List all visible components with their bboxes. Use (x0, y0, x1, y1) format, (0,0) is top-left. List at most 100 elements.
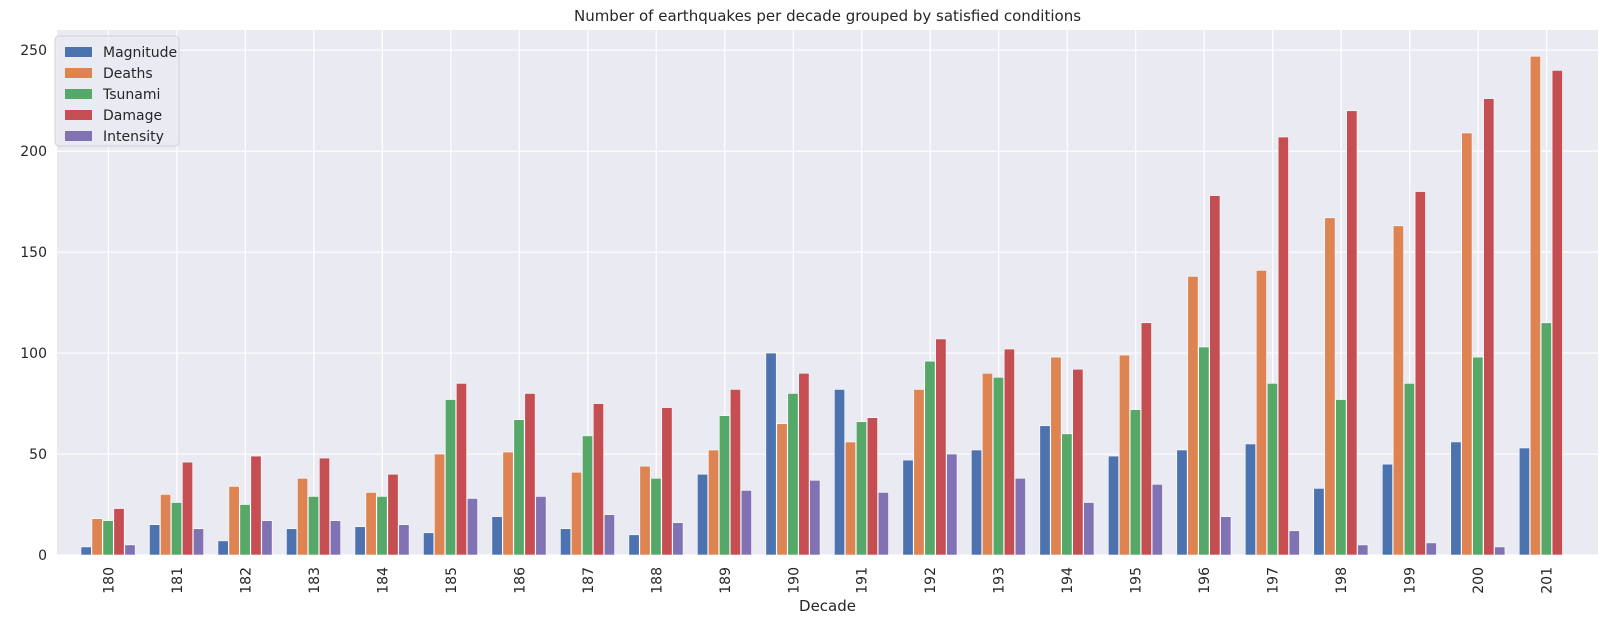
x-tick-label: 201 (1540, 567, 1556, 594)
y-axis-ticks: 0 50 100 150 200 250 (20, 43, 47, 564)
bar-deaths (708, 449, 719, 556)
y-tick-label: 0 (38, 548, 47, 564)
bar-tsunami (718, 415, 730, 556)
bar-intensity (1357, 544, 1369, 556)
bar-magnitude (1039, 425, 1051, 556)
bar-tsunami (924, 360, 936, 556)
bar-deaths (1529, 55, 1541, 556)
bar-intensity (603, 514, 615, 556)
legend-label-tsunami: Tsunami (102, 87, 160, 103)
x-tick-label: 194 (1060, 567, 1076, 594)
bar-deaths (1461, 132, 1473, 556)
bar-tsunami (239, 504, 251, 556)
x-axis-label: Decade (799, 597, 856, 615)
bar-damage (1209, 195, 1221, 556)
bar-deaths (297, 477, 309, 556)
bar-intensity (192, 528, 204, 556)
bar-deaths (1050, 356, 1062, 556)
bar-deaths (913, 389, 925, 556)
legend-swatch-damage (65, 110, 92, 120)
bar-damage (592, 403, 604, 556)
x-tick-label: 198 (1334, 567, 1350, 594)
bar-magnitude (491, 516, 503, 556)
legend-label-intensity: Intensity (103, 129, 164, 145)
bar-damage (798, 372, 810, 556)
bar-damage (1414, 191, 1426, 556)
bar-tsunami (308, 496, 320, 556)
bar-magnitude (286, 528, 298, 556)
bar-damage (729, 389, 741, 556)
y-tick-label: 50 (29, 447, 47, 463)
y-tick-label: 150 (20, 245, 47, 261)
bar-magnitude (80, 546, 92, 556)
x-tick-label: 187 (581, 567, 597, 594)
bar-tsunami (992, 377, 1004, 556)
bar-deaths (1118, 354, 1130, 556)
bar-deaths (981, 372, 993, 556)
bar-intensity (1288, 530, 1300, 556)
bar-magnitude (1108, 455, 1119, 556)
bar-damage (1277, 136, 1289, 556)
bar-magnitude (628, 534, 640, 556)
x-tick-label: 195 (1129, 567, 1145, 594)
bar-tsunami (1335, 399, 1347, 556)
chart-title: Number of earthquakes per decade grouped… (574, 7, 1081, 25)
bar-tsunami (1403, 383, 1415, 556)
legend: Magnitude Deaths Tsunami Damage Intensity (54, 35, 180, 147)
x-tick-label: 200 (1471, 567, 1487, 594)
bar-tsunami (102, 520, 114, 556)
bar-intensity (1083, 502, 1095, 556)
bar-damage (1003, 348, 1015, 556)
bar-damage (387, 473, 399, 556)
y-tick-label: 200 (20, 144, 47, 160)
bar-deaths (1392, 225, 1404, 556)
bar-damage (182, 461, 193, 556)
x-tick-label: 191 (855, 567, 871, 594)
bar-deaths (228, 486, 240, 556)
x-axis-ticks: 180 181 182 183 184 185 186 187 188 189 190 191 192 1… (101, 567, 1555, 594)
y-tick-label: 100 (20, 346, 47, 362)
legend-swatch-intensity (65, 131, 92, 141)
x-tick-label: 184 (375, 567, 391, 594)
legend-label-damage: Damage (103, 108, 162, 124)
legend-swatch-magnitude (65, 47, 92, 57)
bar-magnitude (149, 524, 161, 556)
bar-magnitude (697, 473, 709, 556)
plot-area (57, 30, 1598, 555)
bar-deaths (1324, 217, 1336, 556)
bar-intensity (946, 453, 958, 556)
x-tick-label: 199 (1403, 567, 1419, 594)
x-tick-label: 181 (170, 567, 186, 594)
bar-magnitude (1176, 449, 1188, 556)
bar-intensity (124, 544, 136, 556)
bar-intensity (466, 498, 478, 556)
bar-tsunami (376, 496, 388, 556)
bar-deaths (1255, 269, 1267, 556)
legend-label-deaths: Deaths (103, 66, 153, 82)
bar-deaths (639, 465, 651, 556)
bar-tsunami (855, 421, 867, 556)
bar-damage (1072, 368, 1084, 556)
bar-damage (1140, 322, 1152, 556)
bar-damage (1551, 70, 1563, 556)
x-tick-label: 192 (923, 567, 939, 594)
bar-tsunami (1061, 433, 1073, 556)
bar-magnitude (1244, 443, 1256, 556)
x-tick-label: 197 (1266, 567, 1282, 594)
x-tick-label: 196 (1197, 567, 1213, 594)
bar-tsunami (445, 399, 456, 556)
bar-magnitude (1313, 488, 1325, 556)
bar-damage (250, 455, 262, 556)
bar-magnitude (1518, 447, 1530, 556)
bar-intensity (1494, 546, 1506, 556)
bar-damage (524, 393, 536, 556)
bar-intensity (1220, 516, 1232, 556)
x-tick-label: 190 (786, 567, 802, 594)
bar-tsunami (1540, 322, 1552, 556)
bar-magnitude (902, 459, 914, 556)
bar-tsunami (1129, 409, 1141, 556)
bar-deaths (365, 492, 377, 556)
bar-damage (1483, 98, 1495, 556)
bar-deaths (160, 494, 172, 556)
bar-intensity (740, 490, 752, 556)
